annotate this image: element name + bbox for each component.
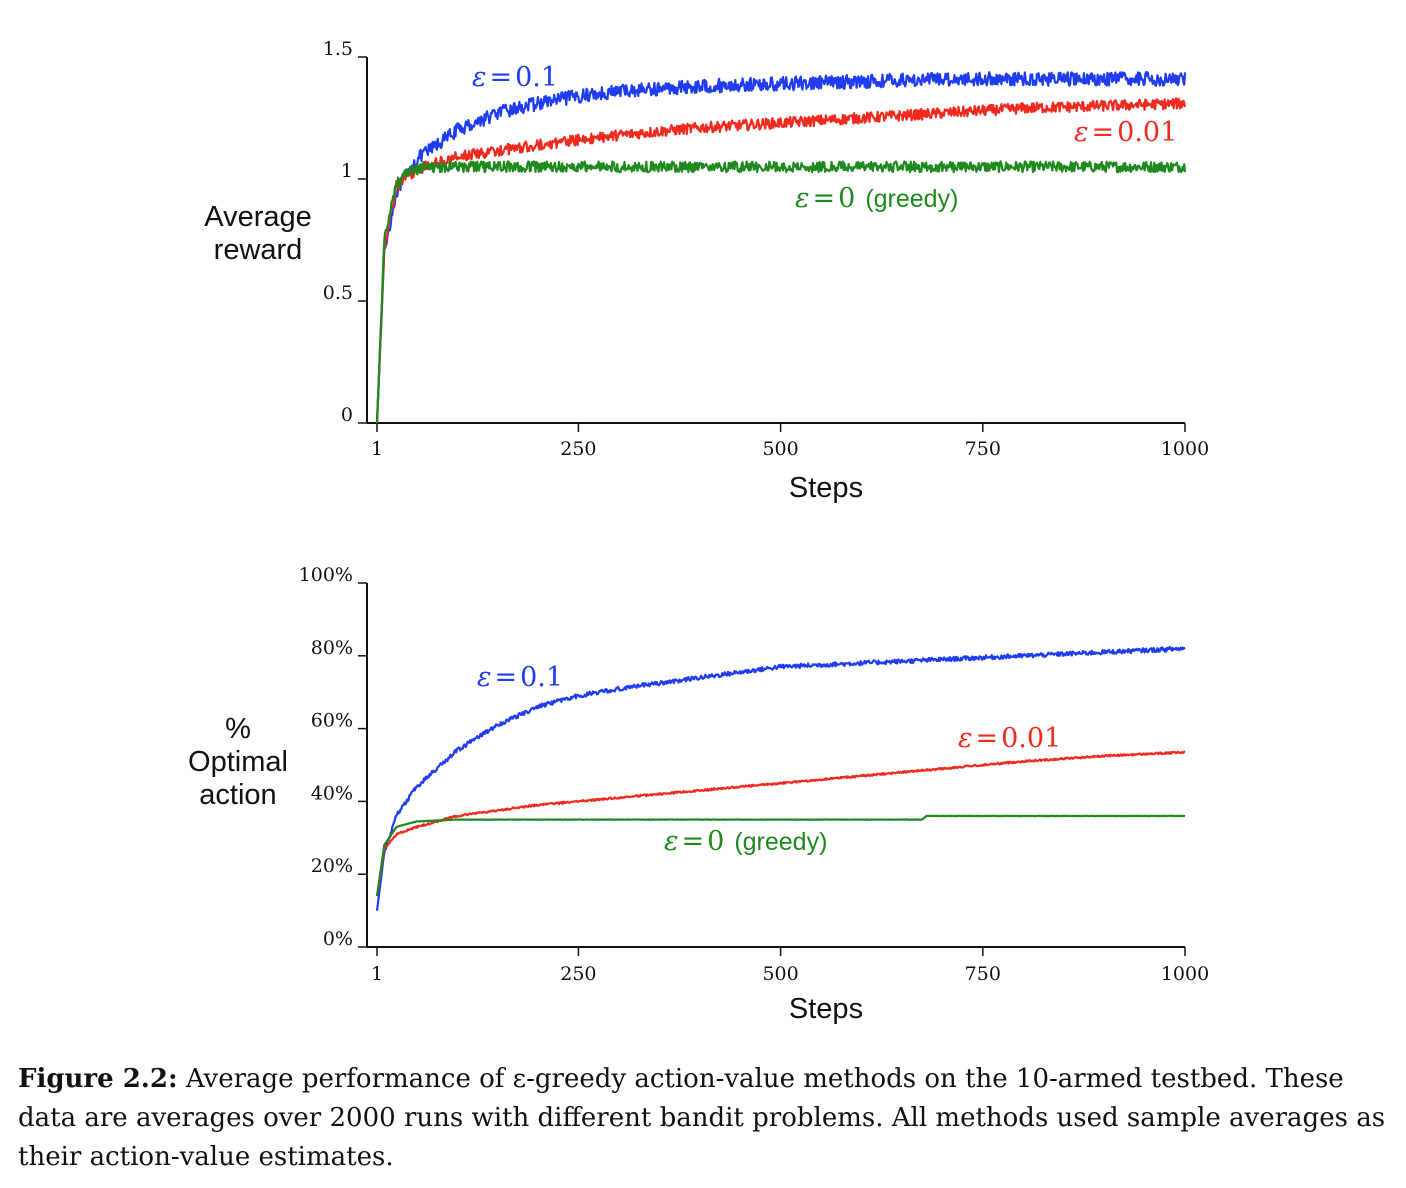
x-tick-label: 500: [762, 963, 798, 985]
y-tick-label: 40%: [311, 782, 353, 804]
equals-sign: =: [490, 62, 513, 93]
x-tick-label: 250: [560, 438, 596, 460]
x-tick-label: 1000: [1161, 963, 1209, 985]
x-tick-label: 1000: [1161, 438, 1209, 460]
y-tick-label: 0: [341, 404, 353, 426]
series-line-1: [375, 646, 1186, 911]
epsilon-symbol: ε: [958, 723, 973, 754]
y-tick-label: 20%: [311, 855, 353, 877]
epsilon-value: 0.1: [515, 62, 558, 93]
y-axis-label-line: Optimal: [188, 746, 288, 778]
x-tick-label: 1: [371, 438, 383, 460]
caption-label: Figure 2.2:: [18, 1064, 178, 1094]
epsilon-value: 0.1: [520, 662, 563, 693]
y-axis-label-line: reward: [214, 234, 303, 266]
x-tick-label: 750: [965, 438, 1001, 460]
equals-sign: =: [976, 723, 999, 754]
y-axis-label-line: action: [199, 779, 276, 811]
series-label-3: ε = 0 (greedy): [664, 826, 827, 857]
y-tick-label: 100%: [299, 564, 353, 586]
equals-sign: =: [682, 826, 705, 857]
y-tick-label: 1.5: [323, 38, 353, 60]
y-tick-label: 0.5: [323, 282, 353, 304]
epsilon-symbol: ε: [1074, 117, 1089, 148]
y-axis-label-line: %: [225, 713, 251, 745]
caption-text: Average performance of ε-greedy action-v…: [18, 1064, 1386, 1172]
series-label-2: ε = 0.01: [1074, 117, 1177, 148]
epsilon-symbol: ε: [795, 183, 810, 214]
greedy-suffix: (greedy): [734, 828, 827, 856]
series-line-1: [375, 71, 1187, 424]
series-line-3: [375, 814, 1186, 897]
epsilon-value: 0: [838, 183, 855, 214]
series-label-3: ε = 0 (greedy): [795, 183, 958, 214]
figure: 0 0.5 1 1.5 1 250 500 750 1000 Steps Averagereward…: [188, 38, 1209, 1025]
y-tick-label: 0%: [323, 928, 353, 950]
greedy-suffix: (greedy): [865, 185, 958, 213]
y-tick-label: 60%: [311, 710, 353, 732]
epsilon-symbol: ε: [472, 62, 487, 93]
equals-sign: =: [813, 183, 836, 214]
x-tick-label: 750: [965, 963, 1001, 985]
x-tick-label: 1: [371, 963, 383, 985]
chart-1: 0 0.5 1 1.5 1 250 500 750 1000 Steps Averagereward…: [204, 38, 1209, 504]
epsilon-value: 0.01: [1001, 723, 1061, 754]
epsilon-value: 0: [707, 826, 724, 857]
chart-2: 0% 20% 40% 60% 80% 100% 1 250 500 750 1000 Steps%Op…: [188, 564, 1209, 1025]
series-label-1: ε = 0.1: [472, 62, 558, 93]
equals-sign: =: [495, 662, 518, 693]
equals-sign: =: [1092, 117, 1115, 148]
epsilon-value: 0.01: [1117, 117, 1177, 148]
x-axis-label: Steps: [789, 993, 863, 1025]
epsilon-symbol: ε: [477, 662, 492, 693]
series-label-1: ε = 0.1: [477, 662, 563, 693]
epsilon-symbol: ε: [664, 826, 679, 857]
series-line-3: [375, 160, 1187, 423]
series-label-2: ε = 0.01: [958, 723, 1061, 754]
y-tick-label: 80%: [311, 637, 353, 659]
y-tick-label: 1: [341, 160, 353, 182]
y-axis-label-line: Average: [204, 201, 312, 233]
x-tick-label: 500: [762, 438, 798, 460]
x-tick-label: 250: [560, 963, 596, 985]
figure-caption: Figure 2.2: Average performance of ε-gre…: [18, 1060, 1388, 1177]
series-line-2: [375, 750, 1186, 897]
x-axis-label: Steps: [789, 472, 863, 504]
series-line-2: [375, 97, 1187, 423]
